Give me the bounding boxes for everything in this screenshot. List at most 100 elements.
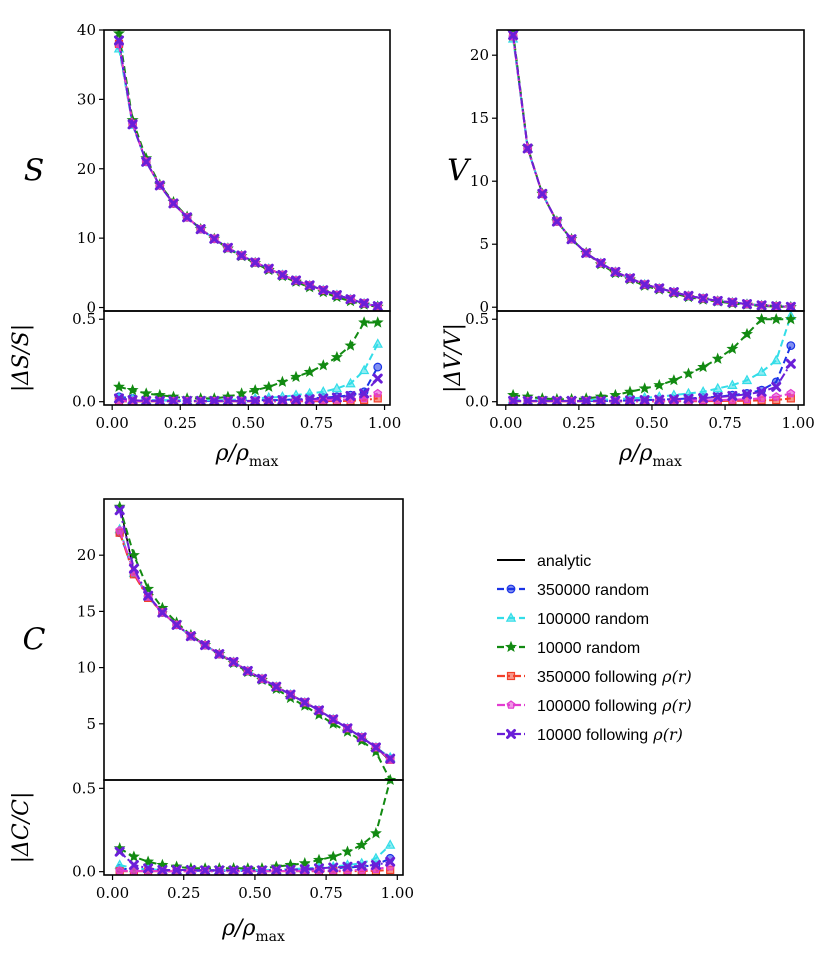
series-2-bottom-point [126, 384, 139, 396]
series-1-bottom-point [697, 386, 709, 396]
series-5-top-point [551, 216, 562, 227]
series-5-top-point [168, 198, 179, 209]
top-plot-area [113, 500, 397, 780]
series-5-bottom-point [331, 392, 342, 403]
series-0-top-line [512, 36, 791, 308]
series-2-bottom-point [235, 387, 248, 399]
series-5-bottom-point [385, 856, 396, 867]
y-tick-label: 20 [470, 46, 489, 64]
series-5-top-point [668, 287, 679, 298]
series-5-bottom-point [356, 860, 367, 871]
series-5-top-point [200, 640, 211, 651]
legend-label-2: 10000 random [537, 640, 640, 657]
series-5-top-point [356, 732, 367, 743]
series-5-bottom-point [581, 395, 592, 405]
series-2-bottom-point [262, 380, 275, 392]
y-tick-label: 10 [77, 229, 96, 247]
series-2-bottom-point [697, 360, 710, 373]
legend-marker-2 [505, 640, 517, 653]
series-4-top-line [512, 36, 791, 308]
series-5-bottom-point [182, 395, 193, 405]
series-2-bottom-point [386, 780, 394, 786]
x-tick-label: 0.00 [96, 884, 129, 902]
series-5-bottom-point [639, 395, 650, 405]
series-5-bottom-point [128, 860, 139, 870]
legend-label-1: 100000 random [537, 611, 649, 628]
top-plot-area [113, 30, 384, 311]
series-5-bottom-point [168, 395, 179, 405]
y-tick-label: 15 [470, 109, 489, 127]
series-5-top-point [113, 35, 124, 46]
series-5-bottom-point [345, 390, 356, 401]
series-2-bottom-point [770, 312, 783, 325]
series-5-top-point [313, 705, 324, 716]
y-tick-label: 0 [479, 298, 489, 316]
series-5-bottom-point [113, 393, 124, 404]
series-5-top-point [741, 299, 752, 310]
series-5-bottom-point [236, 395, 247, 405]
x-tick-label: 0.00 [95, 414, 128, 432]
series-5-top-point [236, 250, 247, 261]
series-5-bottom-point [359, 388, 370, 399]
series-5-top-point [250, 257, 261, 268]
y-tick-label: 10 [470, 172, 489, 190]
series-5-bottom-point [214, 865, 225, 875]
y-tick-label: 0.5 [72, 310, 96, 328]
y-tick-label: 5 [479, 235, 489, 253]
series-5-bottom-point [242, 865, 253, 875]
y-tick-label: 0.5 [465, 310, 489, 328]
series-5-bottom-point [250, 395, 261, 405]
series-5-bottom-point [257, 865, 268, 875]
x-axis-label: ρ/ρmax [215, 441, 279, 470]
y-tick-label: 10 [77, 659, 96, 677]
series-5-top-point [214, 649, 225, 660]
x-axis-label-main: ρ/ρ [618, 441, 652, 466]
series-5-bottom-point [291, 394, 302, 405]
series-1-bottom-point [370, 852, 382, 863]
series-5-top-point [285, 689, 296, 700]
y-tick-label: 0.0 [465, 393, 489, 411]
chart-panel-S: 0 10 20 30 40 0.0 0.5 0.00 0.25 0.50 0.75 1.00 S |ΔS/… [9, 21, 401, 470]
series-5-top-point [277, 269, 288, 280]
series-5-top-point [242, 665, 253, 676]
y-tick-label: 20 [77, 546, 96, 564]
y-axis-label-bottom: |ΔV/V| [441, 323, 466, 393]
y-axis-label-top: V [447, 154, 472, 189]
series-5-top-point [595, 258, 606, 269]
series-5-bottom-point [328, 862, 339, 873]
series-5-top-line [512, 34, 791, 308]
y-tick-label: 20 [77, 160, 96, 178]
series-5-top-point [209, 233, 220, 244]
x-tick-label: 0.75 [300, 414, 333, 432]
series-2-bottom-point [755, 312, 768, 325]
x-axis-label-subscript: max [652, 454, 682, 470]
series-5-bottom-point [537, 395, 548, 405]
series-2-bottom-point [358, 316, 371, 328]
series-5-top-point [328, 714, 339, 725]
series-2-bottom-point [303, 365, 316, 378]
legend-rho-symbol: ρ(r) [657, 696, 692, 715]
legend-label-4: 100000 following ρ(r) [537, 696, 692, 715]
y-tick-label: 0 [86, 299, 96, 317]
series-2-bottom-point [785, 312, 797, 325]
series-0-bottom-point [786, 341, 796, 351]
series-5-bottom-point [277, 395, 288, 405]
series-2-bottom-point [638, 382, 651, 394]
series-5-top-point [785, 301, 796, 311]
series-5-top-point [625, 273, 636, 284]
series-5-top-point [171, 619, 182, 630]
series-1-top-line [512, 38, 791, 308]
series-2-top-line [118, 33, 378, 308]
series-1-bottom-point [318, 386, 329, 396]
x-axis-label-main: ρ/ρ [221, 916, 255, 941]
series-5-top-point [771, 301, 782, 311]
legend-marker-1 [505, 612, 517, 622]
legend-label-3: 350000 following ρ(r) [537, 667, 692, 686]
series-2-bottom-point [276, 375, 289, 387]
bottom-axes-frame [103, 310, 391, 406]
series-5-bottom-point [299, 864, 310, 875]
series-5-top-point [639, 279, 650, 290]
series-5-bottom-point [195, 395, 206, 405]
series-2-bottom-point [711, 352, 724, 364]
